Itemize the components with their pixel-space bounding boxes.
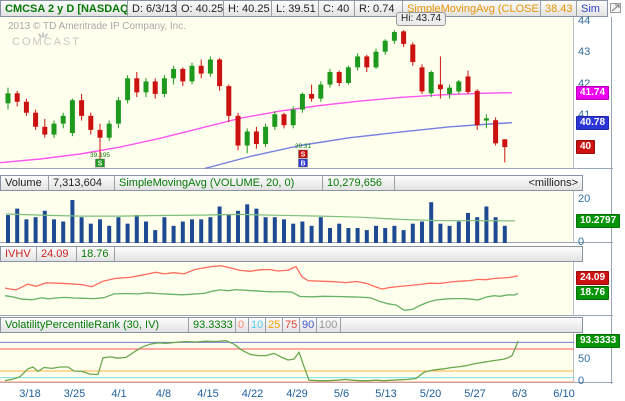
- axis-tick-label: 50: [578, 353, 591, 365]
- volume-sma-value: 10,279,656: [323, 176, 395, 190]
- date-tick-label: 4/8: [155, 388, 172, 400]
- axis-value-badge: 18.76: [576, 286, 610, 300]
- study-header-price: CMCSA 2 y D [NASDAQ] D: 6/3/13 O: 40.25 …: [0, 0, 608, 17]
- axis-tick-label: 43: [578, 46, 591, 58]
- copyright-text: 2013 © TD Ameritrade IP Company, Inc.: [8, 21, 187, 32]
- study-header-volume: Volume 7,313,604 SimpleMovingAvg (VOLUME…: [0, 175, 583, 191]
- study-sma-truncated-label[interactable]: Sim: [581, 2, 600, 15]
- ohlc-close: C: 40: [319, 1, 355, 16]
- date-tick-label: 6/3: [511, 388, 528, 400]
- trade-marker-value: 39.31: [295, 143, 312, 150]
- ivhv-hv-value: 18.76: [77, 247, 115, 261]
- high-tooltip: Hi: 43.74: [396, 12, 447, 26]
- axis-value-badge: 40.78: [576, 116, 610, 130]
- ivhv-iv-value: 24.09: [37, 247, 77, 261]
- date-tick-label: 6/10: [553, 388, 575, 400]
- vpr-label[interactable]: VolatilityPercentileRank (30, IV): [1, 318, 189, 332]
- date-tick-label: 3/18: [19, 388, 41, 400]
- study-header-ivhv: IVHV 24.09 18.76: [0, 246, 583, 262]
- axis-right-border: [611, 17, 612, 384]
- axis-value-badge: 10.2797: [576, 214, 621, 228]
- axis-tick-label: 0: [578, 375, 585, 387]
- vpr-threshold-75[interactable]: 75: [283, 318, 300, 332]
- axis-value-badge: 40: [576, 140, 596, 154]
- volume-label[interactable]: Volume: [1, 176, 49, 190]
- ohlc-date: D: 6/3/13: [128, 1, 177, 16]
- axis-tick-label: 20: [578, 193, 591, 205]
- axis-value-badge: 41.74: [576, 86, 610, 100]
- ohlc-open: O: 40.25: [177, 1, 224, 16]
- study-sma200-label[interactable]: SimpleMovingAvg (CLOSE, 200, 0): [403, 1, 541, 16]
- trade-marker-value: 39.195: [90, 152, 110, 159]
- date-tick-label: 3/25: [63, 388, 86, 400]
- study-sma200-value: 38.43: [541, 1, 577, 16]
- vpr-threshold-0[interactable]: 0: [236, 318, 249, 332]
- axis-tick-label: 44: [578, 15, 591, 27]
- maximize-icon[interactable]: [610, 3, 621, 13]
- date-tick-label: 5/20: [419, 388, 442, 400]
- trade-marker-box[interactable]: [298, 149, 308, 159]
- axis-tick-label: 0: [578, 236, 585, 248]
- peacock-icon: [37, 30, 49, 38]
- volume-value: 7,313,604: [49, 176, 115, 190]
- date-tick-label: 5/6: [333, 388, 350, 400]
- volume-chart-canvas[interactable]: [0, 191, 613, 243]
- ohlc-high: H: 40.25: [224, 1, 272, 16]
- ivhv-chart-canvas[interactable]: [0, 262, 613, 316]
- axis-value-badge: 93.3333: [576, 334, 621, 348]
- date-tick-label: 4/1: [111, 388, 127, 400]
- trade-marker-box[interactable]: [298, 158, 308, 168]
- ohlc-low: L: 39.51: [272, 1, 319, 16]
- ivhv-label[interactable]: IVHV: [1, 247, 37, 261]
- vpr-threshold-25[interactable]: 25: [266, 318, 283, 332]
- date-tick-label: 5/27: [464, 388, 486, 400]
- company-watermark: COMCAST: [12, 36, 81, 48]
- date-tick-label: 4/15: [197, 388, 219, 400]
- vpr-threshold-90[interactable]: 90: [300, 318, 317, 332]
- volume-unit-label: <millions>: [528, 177, 578, 189]
- axis-value-badge: 24.09: [576, 271, 610, 285]
- ohlc-range: R: 0.74: [355, 1, 403, 16]
- vpr-threshold-10[interactable]: 10: [249, 318, 266, 332]
- vpr-threshold-100[interactable]: 100: [317, 318, 341, 332]
- vpr-value: 93.3333: [189, 318, 236, 332]
- vpr-chart-canvas[interactable]: [0, 333, 613, 383]
- volume-sma-label[interactable]: SimpleMovingAvg (VOLUME, 20, 0): [115, 176, 323, 190]
- trade-marker-letter: B: [300, 161, 305, 168]
- trade-marker-letter: S: [301, 152, 306, 159]
- trade-marker-letter: S: [98, 161, 103, 168]
- study-header-vpr: VolatilityPercentileRank (30, IV) 93.333…: [0, 317, 583, 333]
- symbol-label[interactable]: CMCSA 2 y D [NASDAQ]: [1, 1, 128, 16]
- date-tick-label: 5/13: [375, 388, 397, 400]
- date-tick-label: 4/29: [286, 388, 308, 400]
- date-tick-label: 4/22: [241, 388, 264, 400]
- trade-marker-box[interactable]: [95, 158, 105, 168]
